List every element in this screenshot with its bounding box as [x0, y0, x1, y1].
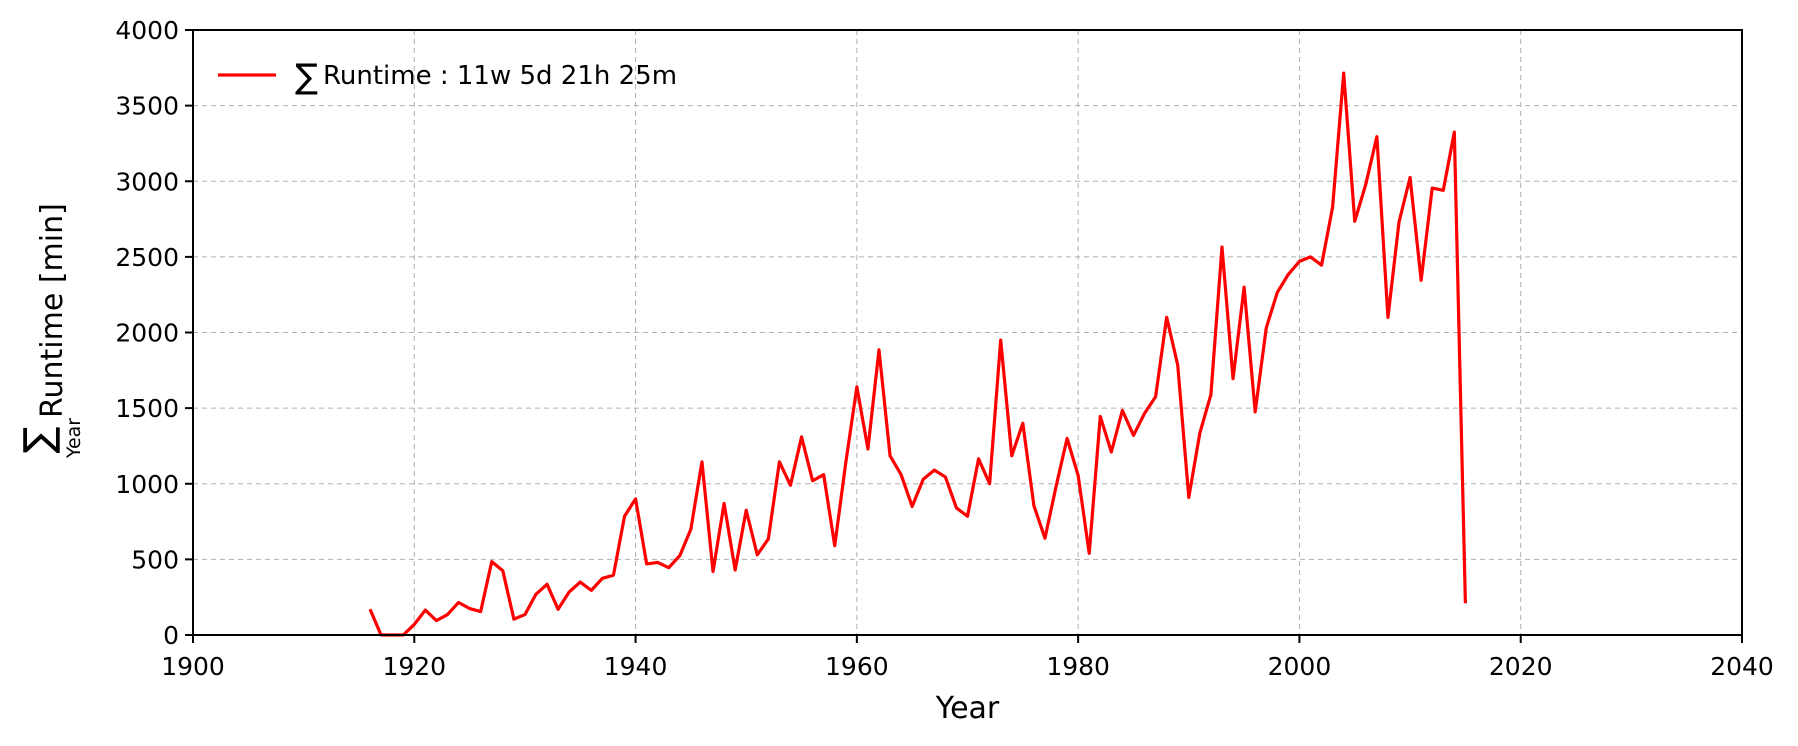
y-tick-label: 3000	[115, 167, 179, 196]
y-axis-title-text: Runtime [min]	[35, 203, 70, 418]
grid-lines	[192, 29, 1743, 636]
y-tick-label: 4000	[115, 16, 179, 45]
x-tick-label: 1900	[161, 652, 225, 681]
x-tick-label: 1960	[825, 652, 889, 681]
y-axis-title: ∑ Year Runtime [min]	[16, 203, 85, 459]
x-tick-label: 2040	[1710, 652, 1774, 681]
y-tick-label: 500	[131, 545, 179, 574]
y-tick-label: 1500	[115, 394, 179, 423]
y-axis: 0 500 1000 1500 2000 2500 3000 3500 4000	[115, 16, 193, 650]
legend-label-runtime: Runtime : 11w 5d 21h 25m	[323, 61, 677, 91]
x-tick-label: 1920	[382, 652, 446, 681]
x-axis: 1900 1920 1940 1960 1980 2000 2020 2040	[161, 635, 1774, 681]
legend-sum-symbol: ∑	[295, 57, 318, 97]
series-layer	[368, 71, 1467, 637]
y-tick-label: 0	[163, 621, 179, 650]
y-tick-label: 2000	[115, 319, 179, 348]
y-tick-label: 3500	[115, 92, 179, 121]
x-tick-label: 1980	[1046, 652, 1110, 681]
series-line-runtime	[368, 71, 1467, 637]
x-axis-title: Year	[935, 691, 1000, 726]
y-axis-title-sum-symbol: ∑	[16, 426, 62, 453]
x-tick-label: 2020	[1489, 652, 1553, 681]
y-tick-label: 1000	[115, 470, 179, 499]
legend: ∑ Runtime : 11w 5d 21h 25m	[218, 57, 677, 97]
y-axis-title-subscript: Year	[63, 418, 85, 459]
y-tick-label: 2500	[115, 243, 179, 272]
x-tick-label: 2000	[1268, 652, 1332, 681]
x-tick-label: 1940	[604, 652, 668, 681]
